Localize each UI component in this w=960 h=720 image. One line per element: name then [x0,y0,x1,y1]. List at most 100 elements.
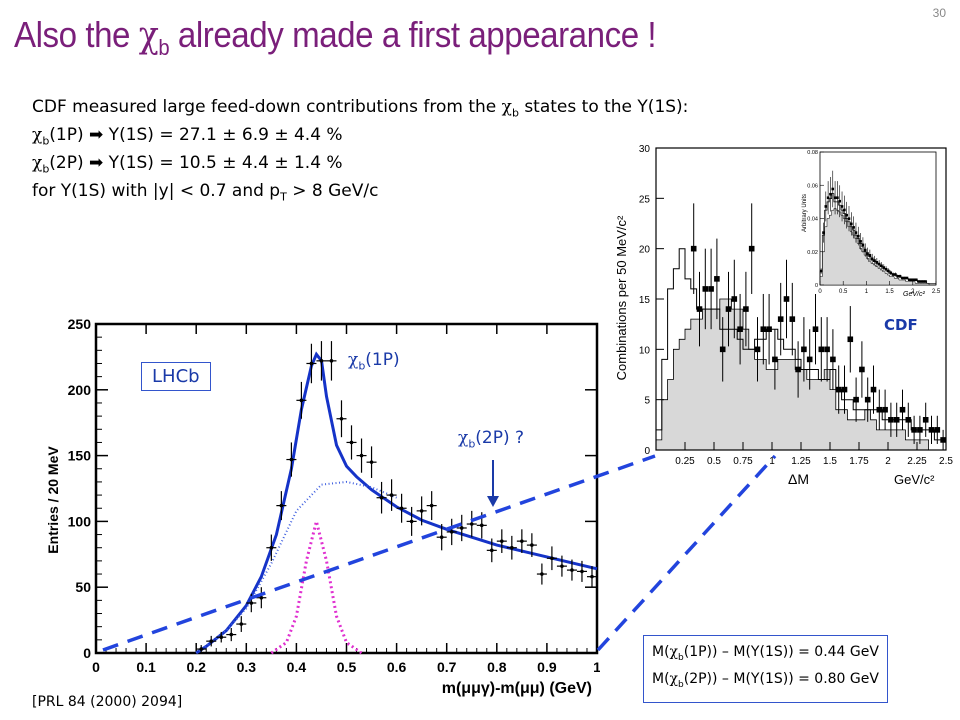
cdf-data-point [905,402,912,437]
lhcb-point-marker [259,595,264,600]
cdf-point-marker [772,356,778,363]
cdf-inset-point-marker [833,196,837,200]
cdf-inset-point-marker [838,199,842,203]
lhcb-data-point [336,400,347,438]
lhcb-x-tick-label: 0.8 [487,659,507,675]
cdf-point-marker [737,326,743,332]
body-line-4-suffix: > 8 GeV/c [286,181,379,201]
cdf-inset-point-marker [843,208,846,212]
chib1p-label: χb(1P) [348,350,400,372]
chi-subscript: b [511,106,519,120]
body-line-2: χb(1P) ➡ Y(1S) = 27.1 ± 6.9 ± 4.4 % [32,125,343,147]
cdf-point-marker [795,366,801,373]
cdf-inset-x-tick-label: 2.5 [932,289,941,295]
cdf-data-point [830,329,836,390]
cdf-inset-y-tick-label: 0.08 [807,150,818,156]
cdf-point-marker [888,417,894,423]
lhcb-data-point [466,510,477,538]
lhcb-point-marker [279,503,284,508]
lhcb-data-point [546,546,557,571]
chi-symbol: χ [348,350,359,370]
lhcb-point-marker [309,361,314,366]
cdf-point-marker [830,356,836,363]
cdf-point-marker [841,386,848,393]
cdf-inset-point-marker [836,196,839,200]
lhcb-x-axis-label: m(μμγ)-m(μμ) (GeV) [442,680,592,697]
cdf-data-point [696,271,703,347]
lhcb-point-marker [319,359,324,363]
cdf-inset-ticks-group: 0 0.5 1 1.5 2 2.5 0 0.02 0.04 0.06 0.08 [807,150,941,295]
lhcb-x-tick-label: 0.1 [136,659,156,675]
cdf-inset-point-marker [908,278,911,282]
lhcb-y-tick-label: 150 [68,448,92,464]
chi-symbol: χ [501,97,512,117]
lhcb-point-marker [540,572,544,576]
lhcb-point-marker [349,440,354,445]
cdf-chart: 0.25 0.5 0.75 1 1.25 1.5 1.75 2 2.25 2.5051015202… [598,138,956,496]
cdf-inset-point-marker [894,273,897,276]
lhcb-point-marker [199,647,204,651]
cdf-inset-x-tick-label: 1.5 [885,289,894,295]
lhcb-x-tick-label: 0.6 [387,659,407,675]
lhcb-point-marker [449,530,454,534]
lhcb-point-marker [409,519,414,524]
cdf-inset-point-marker [868,254,872,257]
lhcb-point-marker [429,503,434,508]
cdf-x-tick-label: 1.75 [849,456,869,467]
cdf-point-marker [812,326,819,332]
cdf-x-tick-label: 2.5 [939,456,953,467]
cdf-inset-plot: 0 0.5 1 1.5 2 2.5 0 0.02 0.04 0.06 0.08 Arbitrary … [802,150,941,298]
cdf-inset-point-marker [852,226,855,229]
page-number: 30 [932,6,946,20]
cdf-inset-y-tick-label: 0 [815,283,818,289]
lhcb-data-point [456,514,467,542]
cdf-inset-point-marker [831,187,835,191]
cdf-inset-point-marker [854,231,858,234]
cdf-inset-point-marker [863,248,867,252]
lhcb-x-tick-label: 0.7 [437,659,457,675]
cdf-point-marker [835,386,842,393]
cdf-point-marker [731,296,738,302]
chi-symbol: χ [669,670,679,687]
cdf-data-point [783,259,790,339]
cdf-point-marker [766,326,772,332]
cdf-x-tick-label: 0.25 [675,456,695,467]
mass-row-1p: M(χb(1P)) – M(Y(1S)) = 0.44 GeV [652,642,879,669]
cdf-point-marker [690,245,697,252]
lhcb-point-marker [399,506,404,511]
lhcb-data-point [356,438,367,473]
cdf-inset-histogram-group [819,170,936,286]
chi-subscript: b [468,437,476,451]
cdf-inset-point-marker [845,213,848,217]
cdf-inset-point-marker [891,273,895,276]
cdf-inset-point-marker [861,243,865,247]
cdf-inset-point-marker [921,280,925,283]
body-line-4: for Y(1S) with |y| < 0.7 and pT > 8 GeV/… [32,181,378,203]
cdf-inset-point-marker [917,280,920,283]
cdf-inset-point-marker [901,276,904,280]
cdf-inset-point-marker [877,262,881,266]
cdf-inset-point-marker [856,234,860,238]
cdf-inset-x-label: GeV/c² [903,291,925,298]
cdf-point-marker [893,417,900,423]
lhcb-curve-total-fit [195,351,598,655]
cdf-inset-point-marker [898,274,902,278]
chi-subscript: b [358,359,366,373]
cdf-y-tick-label: 15 [639,295,651,306]
title-prefix: Also the [14,14,139,55]
cdf-inset-point-marker [859,240,862,243]
cdf-point-marker [940,437,946,443]
lhcb-data-point [366,446,377,478]
cdf-label: CDF [884,316,918,334]
lhcb-x-tick-label: 0.3 [237,659,257,675]
cdf-inset-point-marker [873,259,876,262]
lhcb-point-marker [479,523,484,528]
lhcb-point-marker [289,457,294,462]
cdf-inset-x-tick-label: 1 [865,289,869,295]
lhcb-data-point [446,518,457,546]
cdf-x-tick-label: 2.25 [907,456,927,467]
cdf-inset-point-marker [919,280,923,283]
cdf-data-point [766,293,772,365]
cdf-point-marker [905,417,912,423]
lhcb-y-tick-label: 200 [68,382,92,398]
